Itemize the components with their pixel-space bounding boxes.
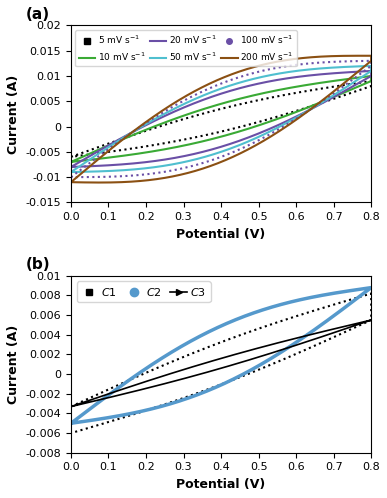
Legend: $C1$, $C2$, $C3$: $C1$, $C2$, $C3$ bbox=[77, 281, 211, 302]
Text: (b): (b) bbox=[26, 257, 51, 272]
Y-axis label: Current (A): Current (A) bbox=[7, 74, 20, 153]
X-axis label: Potential (V): Potential (V) bbox=[176, 478, 266, 491]
X-axis label: Potential (V): Potential (V) bbox=[176, 228, 266, 241]
Text: (a): (a) bbox=[26, 7, 50, 22]
Y-axis label: Current (A): Current (A) bbox=[7, 325, 20, 404]
Legend: 5 mV s$^{-1}$, 10 mV s$^{-1}$, 20 mV s$^{-1}$, 50 mV s$^{-1}$, 100 mV s$^{-1}$, : 5 mV s$^{-1}$, 10 mV s$^{-1}$, 20 mV s$^… bbox=[75, 30, 297, 66]
